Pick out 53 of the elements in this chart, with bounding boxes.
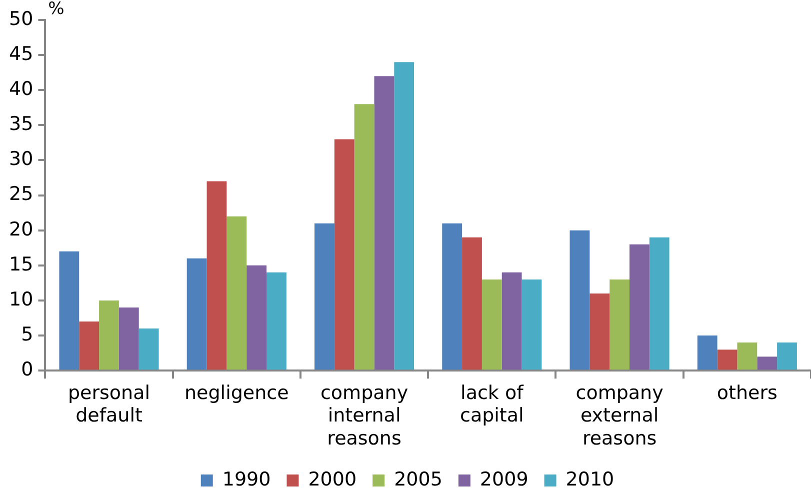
bar: [777, 342, 797, 370]
legend-label: 2009: [480, 468, 528, 490]
bar: [502, 272, 522, 370]
y-tick-label: 25: [8, 183, 34, 206]
y-tick-label: 20: [8, 218, 34, 240]
bar: [138, 328, 159, 370]
bar: [697, 336, 718, 370]
x-tick-label: lack of capital: [460, 382, 525, 427]
bar: [570, 230, 590, 370]
bar: [226, 216, 247, 370]
bar: [246, 265, 266, 370]
legend-label: 2000: [308, 468, 357, 490]
y-tick-label: 0: [21, 358, 34, 381]
y-tick-label: 30: [8, 148, 34, 170]
bar: [737, 342, 758, 370]
bar: [314, 223, 334, 370]
bar: [99, 300, 119, 370]
x-tick-label: personal default: [68, 382, 150, 427]
legend-label: 2005: [394, 468, 442, 490]
bar: [186, 258, 207, 370]
y-tick-label: 50: [8, 8, 34, 30]
y-tick-label: 45: [8, 43, 34, 65]
bar: [442, 223, 462, 370]
bar: [334, 139, 354, 370]
bar: [394, 62, 414, 370]
x-tick-label: negligence: [184, 382, 289, 404]
bar: [590, 293, 610, 370]
bar: [757, 356, 778, 370]
bar: [374, 76, 394, 370]
bar: [206, 181, 227, 370]
y-tick-label: 15: [8, 253, 34, 276]
y-tick-label: 10: [8, 288, 34, 310]
x-tick-label: company external reasons: [576, 382, 664, 450]
bar: [59, 251, 80, 370]
y-tick-label: 5: [21, 323, 34, 346]
x-tick-label: others: [716, 382, 778, 404]
bar: [522, 279, 542, 370]
bar: [610, 279, 630, 370]
y-axis-title: %: [48, 0, 64, 19]
bar: [649, 237, 670, 370]
bar: [118, 307, 139, 370]
bar: [717, 350, 738, 370]
x-tick-label: company internal reasons: [320, 382, 408, 450]
y-tick-label: 35: [8, 113, 34, 136]
bar: [354, 104, 374, 370]
bar: [79, 322, 100, 370]
bar: [266, 272, 286, 370]
legend-label: 2010: [566, 468, 614, 490]
bar: [482, 279, 502, 370]
y-tick-label: 40: [8, 78, 34, 100]
bar: [630, 244, 650, 370]
legend-label: 1990: [222, 468, 271, 490]
bar: [462, 237, 482, 370]
